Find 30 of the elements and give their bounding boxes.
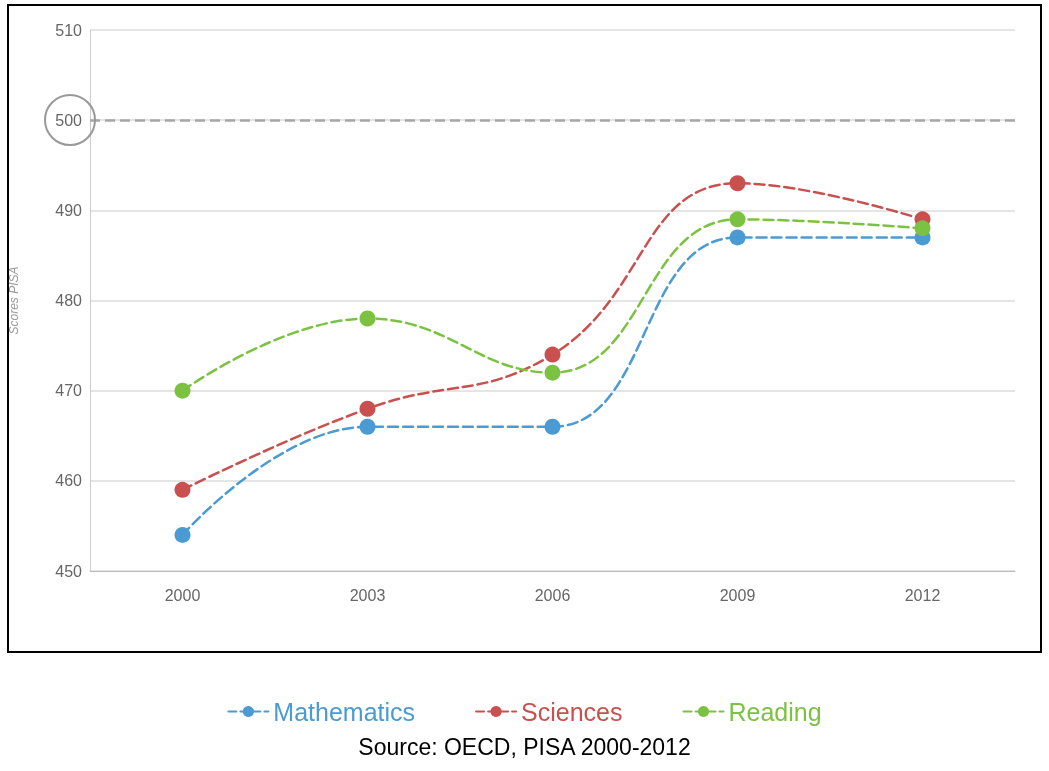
y-tick-label: 460 xyxy=(55,472,83,490)
point xyxy=(544,418,561,435)
point xyxy=(174,382,191,399)
point xyxy=(729,175,746,192)
legend-label: Sciences xyxy=(521,697,623,726)
point xyxy=(174,481,191,498)
y-tick-label: 510 xyxy=(55,21,83,39)
point xyxy=(359,310,376,327)
y-tick-label: 450 xyxy=(55,562,83,580)
point xyxy=(544,364,561,381)
x-tick-label: 2006 xyxy=(534,586,571,604)
x-tick-label: 2012 xyxy=(904,586,941,604)
source-note: Source: OECD, PISA 2000-2012 xyxy=(358,733,691,760)
point xyxy=(729,229,746,246)
x-tick-label: 2000 xyxy=(164,586,201,604)
y-tick-label: 470 xyxy=(55,382,83,400)
x-tick-label: 2003 xyxy=(349,586,386,604)
point xyxy=(359,400,376,417)
legend-label: Mathematics xyxy=(273,697,416,726)
y-tick-label: 500 xyxy=(55,111,83,129)
point xyxy=(544,346,561,363)
x-tick-label: 2009 xyxy=(719,586,756,604)
point xyxy=(914,220,931,237)
y-tick-label: 480 xyxy=(55,292,83,309)
point xyxy=(174,526,191,543)
point xyxy=(359,418,376,435)
legend-label: Reading xyxy=(728,697,822,726)
y-tick-label: 490 xyxy=(55,201,83,219)
point xyxy=(729,211,746,228)
y-axis-title: Scores PISA xyxy=(7,266,21,335)
